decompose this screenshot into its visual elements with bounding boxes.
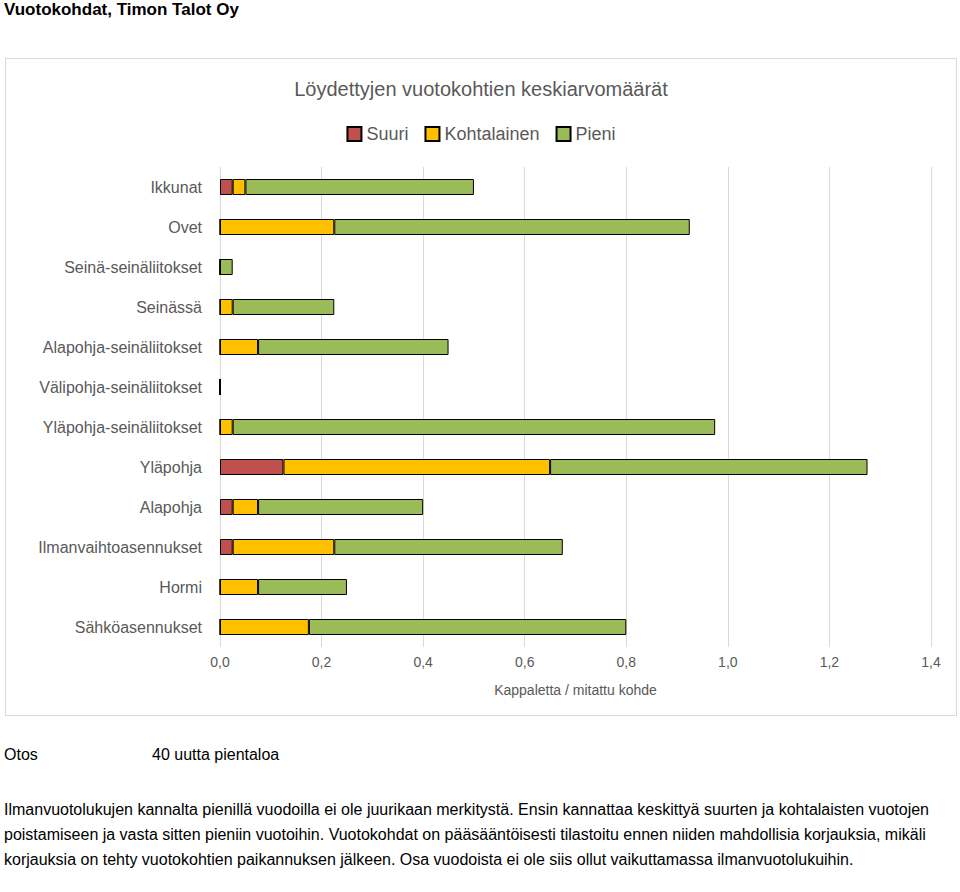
svg-text:Seinä-seinäliitokset: Seinä-seinäliitokset <box>64 259 202 276</box>
svg-text:Alapohja-seinäliitokset: Alapohja-seinäliitokset <box>43 339 203 356</box>
svg-text:0,4: 0,4 <box>413 654 433 670</box>
svg-text:Sähköasennukset: Sähköasennukset <box>75 619 203 636</box>
svg-text:Pieni: Pieni <box>576 124 616 144</box>
svg-text:0,0: 0,0 <box>210 654 230 670</box>
svg-text:Ilmanvaihtoasennukset: Ilmanvaihtoasennukset <box>38 539 202 556</box>
svg-text:0,8: 0,8 <box>617 654 637 670</box>
svg-text:Kohtalainen: Kohtalainen <box>444 124 539 144</box>
svg-text:Seinässä: Seinässä <box>136 299 202 316</box>
html-text:40 uutta pientaloa: 40 uutta pientaloa <box>152 746 280 763</box>
svg-text:Hormi: Hormi <box>159 579 202 596</box>
svg-text:Ikkunat: Ikkunat <box>150 179 202 196</box>
html-text:Otos: Otos <box>4 746 38 763</box>
svg-text:1,4: 1,4 <box>921 654 941 670</box>
svg-text:Välipohja-seinäliitokset: Välipohja-seinäliitokset <box>39 379 202 396</box>
svg-text:0,2: 0,2 <box>312 654 332 670</box>
svg-text:Löydettyjen vuotokohtien keski: Löydettyjen vuotokohtien keskiarvomäärät <box>294 78 668 100</box>
svg-text:Suuri: Suuri <box>366 124 408 144</box>
svg-text:1,2: 1,2 <box>820 654 840 670</box>
svg-text:Kappaletta / mitattu kohde: Kappaletta / mitattu kohde <box>494 682 657 698</box>
svg-text:Yläpohja: Yläpohja <box>140 459 202 476</box>
svg-text:Yläpohja-seinäliitokset: Yläpohja-seinäliitokset <box>43 419 203 436</box>
svg-text:Ovet: Ovet <box>168 219 202 236</box>
svg-text:0,6: 0,6 <box>515 654 535 670</box>
html-text:Vuotokohdat, Timon Talot Oy: Vuotokohdat, Timon Talot Oy <box>4 0 239 19</box>
svg-text:Alapohja: Alapohja <box>140 499 202 516</box>
html-text:Ilmanvuotolukujen kannalta pie: Ilmanvuotolukujen kannalta pienillä vuod… <box>4 801 929 868</box>
svg-text:1,0: 1,0 <box>718 654 738 670</box>
